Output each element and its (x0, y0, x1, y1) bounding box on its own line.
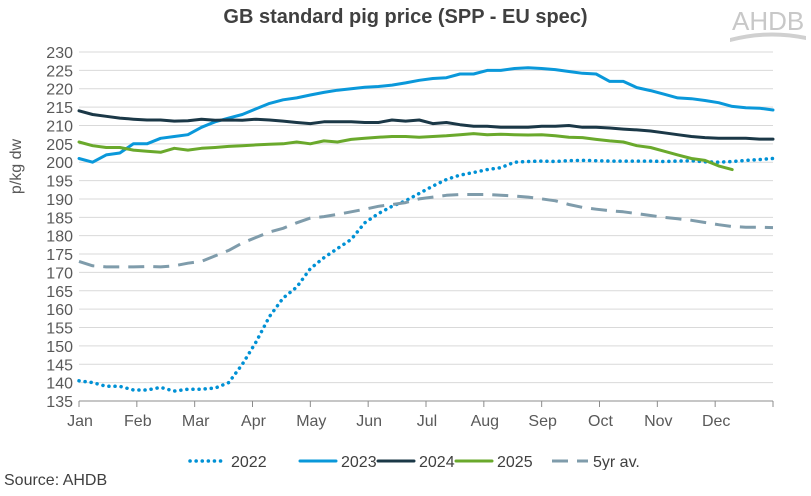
y-tick-label: 170 (46, 265, 73, 282)
y-tick-label: 225 (46, 63, 73, 80)
ahdb-logo: AHDB (730, 6, 806, 42)
legend-label: 2025 (497, 454, 533, 470)
x-tick-label: Jul (417, 413, 437, 430)
source-note: Source: AHDB (4, 472, 108, 489)
x-tick-label: Jan (67, 413, 93, 430)
y-tick-label: 200 (46, 155, 73, 172)
x-tick-label: Nov (644, 413, 672, 430)
x-tick-label: Sep (528, 413, 557, 430)
y-tick-label: 220 (46, 82, 73, 99)
y-tick-label: 190 (46, 192, 73, 209)
legend-label: 2024 (419, 454, 455, 470)
y-tick-label: 185 (46, 210, 73, 227)
x-tick-label: May (296, 413, 326, 430)
y-tick-label: 205 (46, 137, 73, 154)
legend-label: 2022 (231, 454, 267, 470)
x-tick-label: Jun (356, 413, 382, 430)
y-tick-label: 215 (46, 100, 73, 117)
series-line-2024 (77, 109, 775, 141)
x-tick-label: Dec (702, 413, 730, 430)
y-tick-label: 180 (46, 229, 73, 246)
y-tick-label: 145 (46, 357, 73, 374)
y-tick-label: 175 (46, 247, 73, 264)
y-tick-label: 195 (46, 174, 73, 191)
series-line-2022 (77, 156, 775, 393)
y-tick-label: 210 (46, 118, 73, 135)
x-tick-label: Aug (471, 413, 499, 430)
y-tick-label: 155 (46, 321, 73, 338)
series-line-2025 (77, 132, 734, 172)
y-tick-label: 160 (46, 302, 73, 319)
svg-text:AHDB: AHDB (732, 6, 804, 36)
series-line-5yrav (78, 193, 774, 269)
x-tick-label: Oct (588, 413, 613, 430)
x-tick-label: Mar (182, 413, 210, 430)
y-tick-label: 165 (46, 284, 73, 301)
legend-label: 2023 (341, 454, 377, 470)
legend-label: 5yr av. (593, 454, 640, 470)
series-line-2023 (77, 66, 775, 164)
y-tick-label: 150 (46, 339, 73, 356)
x-tick-label: Feb (124, 413, 152, 430)
x-tick-label: Apr (241, 413, 267, 430)
y-tick-label: 230 (46, 45, 73, 62)
y-tick-label: 135 (46, 394, 73, 411)
y-axis-label: p/kg dw (8, 138, 25, 194)
y-tick-label: 140 (46, 376, 73, 393)
chart-title: GB standard pig price (SPP - EU spec) (223, 6, 588, 28)
